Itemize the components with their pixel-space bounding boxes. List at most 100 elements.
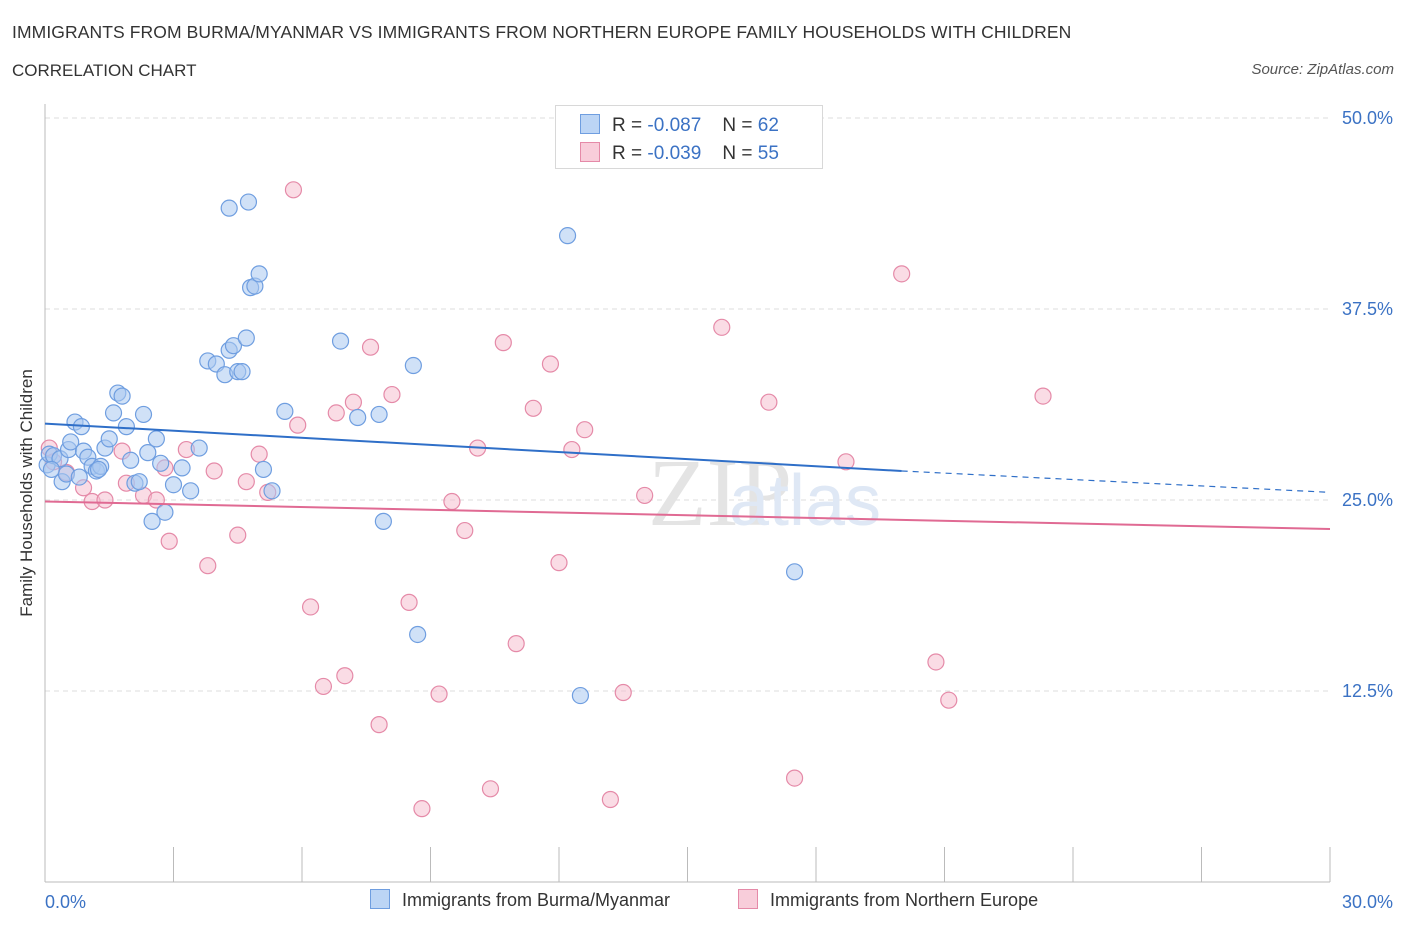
data-point-burma: [100, 430, 118, 448]
legend-label-burma: Immigrants from Burma/Myanmar: [402, 890, 671, 910]
data-point-burma: [122, 451, 140, 469]
tick-labels: 12.5% 25.0% 37.5% 50.0% 0.0% 30.0%: [45, 108, 1393, 912]
data-point-northern-europe: [284, 181, 303, 199]
data-point-burma: [374, 512, 392, 530]
legend-row-burma: R = -0.087 N = 62: [580, 114, 779, 136]
data-point-burma: [409, 625, 427, 644]
data-point-burma: [349, 408, 367, 427]
data-point-northern-europe: [383, 385, 401, 404]
data-point-burma: [130, 473, 148, 491]
trend-line-burma: [44, 422, 902, 472]
data-point-northern-europe: [199, 557, 217, 575]
data-point-northern-europe: [344, 393, 362, 411]
data-point-northern-europe: [237, 473, 255, 491]
stats-legend: R = -0.087 N = 62 R = -0.039 N = 55: [555, 105, 823, 169]
data-point-northern-europe: [494, 334, 512, 352]
data-point-northern-europe: [96, 491, 114, 509]
data-point-burma: [117, 418, 135, 436]
watermark-zip: ZIP: [648, 439, 792, 546]
legend-swatch-pink: [738, 889, 758, 909]
data-point-northern-europe: [289, 416, 307, 434]
legend-n-value: 62: [757, 115, 779, 136]
data-point-northern-europe: [550, 554, 568, 572]
data-point-northern-europe: [507, 635, 525, 653]
data-point-burma: [237, 329, 255, 347]
data-point-northern-europe: [940, 691, 958, 709]
legend-swatch-blue: [580, 114, 600, 134]
data-point-burma: [152, 454, 170, 472]
series-northern-europe: [40, 117, 1052, 818]
data-point-northern-europe: [713, 318, 731, 336]
y-tick-label: 37.5%: [1342, 299, 1393, 319]
data-point-northern-europe: [524, 399, 542, 417]
legend-r-label: R =: [612, 143, 643, 164]
watermark-atlas: atlas: [729, 461, 881, 541]
data-point-burma: [190, 439, 208, 457]
legend-r-value: -0.087: [647, 115, 702, 136]
y-tick-label: 12.5%: [1342, 681, 1393, 701]
trend-line-burma-extension: [901, 470, 1331, 493]
legend-n-value: 55: [757, 143, 779, 164]
data-point-burma: [89, 460, 108, 479]
data-point-burma: [147, 430, 165, 448]
legend-item-burma: Immigrants from Burma/Myanmar: [370, 889, 670, 911]
x-tick-label: 30.0%: [1342, 892, 1393, 912]
data-point-burma: [276, 402, 294, 420]
data-point-northern-europe: [361, 338, 380, 356]
data-point-northern-europe: [160, 532, 178, 550]
data-point-burma: [156, 503, 174, 521]
data-point-burma: [139, 444, 157, 462]
data-point-burma: [254, 460, 273, 479]
data-point-northern-europe: [760, 393, 778, 411]
data-point-northern-europe: [893, 265, 911, 283]
data-point-burma: [143, 512, 161, 530]
data-point-burma: [404, 356, 422, 375]
data-point-burma: [62, 433, 80, 451]
chart-subtitle: CORRELATION CHART: [12, 61, 197, 80]
data-point-burma: [370, 405, 388, 424]
legend-swatch-pink: [580, 142, 600, 162]
data-point-burma: [113, 387, 131, 405]
legend-item-northern-europe: Immigrants from Northern Europe: [738, 889, 1038, 911]
data-point-northern-europe: [927, 653, 945, 671]
data-point-burma: [558, 227, 577, 245]
legend-label-northern-europe: Immigrants from Northern Europe: [770, 890, 1039, 910]
x-tick-label: 0.0%: [45, 892, 86, 912]
data-point-northern-europe: [327, 404, 345, 422]
data-point-burma: [182, 482, 200, 500]
data-point-northern-europe: [443, 492, 461, 511]
data-point-northern-europe: [576, 421, 594, 439]
data-point-northern-europe: [601, 790, 620, 809]
data-point-northern-europe: [1034, 387, 1052, 405]
legend-n-label: N =: [722, 143, 753, 164]
data-point-burma: [104, 404, 123, 422]
legend-n-label: N =: [722, 115, 753, 136]
data-point-northern-europe: [205, 462, 223, 480]
data-point-northern-europe: [636, 486, 654, 505]
data-point-northern-europe: [456, 521, 474, 540]
legend-row-northern-europe: R = -0.039 N = 55: [580, 142, 779, 164]
legend-r-label: R =: [612, 115, 643, 136]
data-point-northern-europe: [430, 685, 448, 703]
data-point-northern-europe: [250, 445, 268, 463]
data-point-burma: [70, 468, 88, 486]
data-point-northern-europe: [336, 667, 354, 685]
data-point-burma: [250, 265, 268, 283]
data-point-burma: [239, 193, 258, 211]
data-point-burma: [571, 686, 590, 705]
data-point-burma: [164, 476, 183, 494]
data-point-burma: [263, 482, 281, 500]
data-point-northern-europe: [413, 800, 431, 818]
watermark: ZIP atlas: [648, 439, 881, 546]
series-burma: [38, 193, 804, 705]
data-point-northern-europe: [229, 526, 247, 544]
data-point-northern-europe: [370, 716, 388, 734]
y-tick-label: 25.0%: [1342, 490, 1393, 510]
y-tick-label: 50.0%: [1342, 108, 1393, 128]
data-point-burma: [173, 459, 191, 477]
data-point-northern-europe: [614, 683, 632, 702]
trend-line-northern-europe: [44, 500, 1331, 531]
trend-lines: [44, 422, 1331, 531]
legend-swatch-blue: [370, 889, 390, 909]
